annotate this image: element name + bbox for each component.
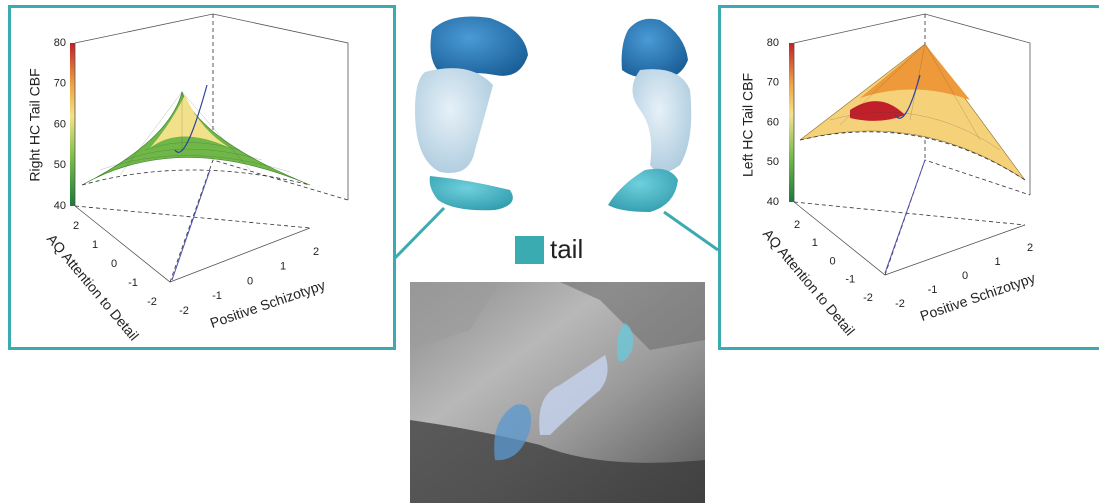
color-bar — [70, 43, 75, 206]
right-hippocampus — [608, 19, 691, 212]
y-tick-label: 0 — [962, 270, 968, 282]
x-tick-label: 2 — [794, 219, 800, 231]
y-tick-label: 2 — [1027, 242, 1033, 254]
legend-label: tail — [550, 234, 583, 264]
x-tick-label: -1 — [128, 277, 138, 289]
x-tick-label: 2 — [73, 220, 79, 232]
y-tick-label: 1 — [280, 261, 286, 273]
left-surface-plot — [70, 14, 348, 282]
left-hippocampus — [415, 17, 528, 211]
x-axis-label: AQ Attention to Detail — [760, 226, 858, 339]
x-tick-label: -2 — [863, 292, 873, 304]
color-bar — [789, 43, 794, 202]
x-tick-label: -1 — [845, 274, 855, 286]
z-tick-label: 50 — [54, 159, 66, 171]
connector — [395, 208, 444, 258]
mri-slice — [410, 282, 705, 503]
y-tick-label: -2 — [179, 305, 189, 317]
y-tick-label: 2 — [313, 246, 319, 258]
x-tick-label: 1 — [92, 239, 98, 251]
x-tick-label: 0 — [829, 255, 835, 267]
z-tick-label: 80 — [767, 37, 779, 49]
z-axis-label: Left HC Tail CBF — [740, 73, 756, 177]
y-axis-label: Positive Schizotypy — [918, 270, 1037, 324]
z-tick-label: 60 — [767, 116, 779, 128]
legend-swatch — [515, 236, 544, 264]
y-tick-label: -2 — [895, 298, 905, 310]
z-tick-label: 70 — [767, 77, 779, 89]
z-tick-label: 60 — [54, 118, 66, 130]
y-tick-label: 1 — [994, 256, 1000, 268]
connector — [664, 212, 718, 250]
left-plot-frame — [10, 7, 395, 349]
figure: tail 4050607080Right HC Tail CBF210-1-2A… — [0, 0, 1099, 503]
x-tick-label: -2 — [147, 296, 157, 308]
x-tick-label: 1 — [812, 237, 818, 249]
z-tick-label: 70 — [54, 78, 66, 90]
z-tick-label: 40 — [767, 196, 779, 208]
z-axis-label: Right HC Tail CBF — [27, 68, 43, 181]
right-surface-plot — [789, 14, 1030, 275]
y-tick-label: 0 — [247, 275, 253, 287]
y-tick-label: -1 — [212, 290, 222, 302]
z-tick-label: 50 — [767, 156, 779, 168]
y-axis-label: Positive Schizotypy — [208, 277, 327, 331]
x-tick-label: 0 — [111, 258, 117, 270]
z-tick-label: 40 — [54, 200, 66, 212]
y-tick-label: -1 — [928, 284, 938, 296]
z-tick-label: 80 — [54, 37, 66, 49]
